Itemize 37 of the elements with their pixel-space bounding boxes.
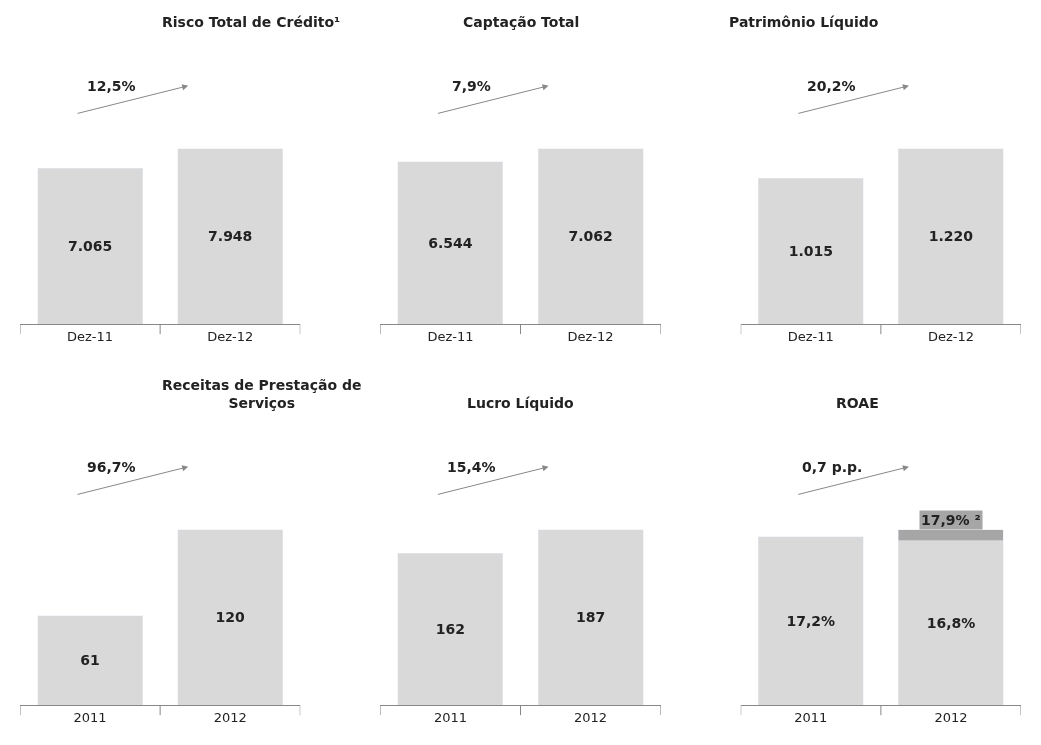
x-tick-label: Dez-11 <box>427 328 474 344</box>
chart-title: ROAE <box>836 395 879 411</box>
x-tick-label: 2011 <box>433 709 467 725</box>
x-tick-label: Dez-12 <box>207 328 254 344</box>
data-label: 162 <box>435 621 466 638</box>
data-label: 17,2% <box>786 612 836 629</box>
x-tick-label: Dez-12 <box>567 328 614 344</box>
x-tick-label: Dez-12 <box>927 328 974 344</box>
chart-title: Risco Total de Crédito¹ <box>162 14 341 30</box>
text: 15,4% <box>447 459 496 475</box>
x-tick-label: 2012 <box>934 709 968 725</box>
text: 7,9% <box>452 78 491 94</box>
data-label: 7.948 <box>208 228 253 245</box>
data-label: 6.544 <box>428 234 473 251</box>
data-label: 61 <box>80 652 100 669</box>
text: 96,7% <box>87 459 136 475</box>
x-tick-label: 2012 <box>574 709 608 725</box>
x-tick-label: 2011 <box>73 709 107 725</box>
data-label: 1.015 <box>788 243 833 260</box>
x-tick-label: 2012 <box>213 709 247 725</box>
chart-title: Lucro Líquido <box>467 395 575 411</box>
data-label: 1.220 <box>928 228 974 245</box>
x-tick-label: Dez-11 <box>787 328 834 344</box>
data-label: 187 <box>575 609 606 626</box>
x-tick-label: 2011 <box>794 709 828 725</box>
annotation: 17,9% ² <box>921 512 981 528</box>
data-label: 7.062 <box>568 228 613 245</box>
chart-title: Captação Total <box>463 14 580 30</box>
data-label: 7.065 <box>67 238 113 255</box>
chart-title: Patrimônio Líquido <box>729 14 879 30</box>
chart-title: Receitas de Prestação de Serviços <box>162 377 362 412</box>
text: 12,5% <box>87 78 136 94</box>
text: 20,2% <box>807 78 856 94</box>
data-label: 16,8% <box>926 614 976 631</box>
data-label: 120 <box>215 609 245 626</box>
text: 0,7 p.p. <box>802 459 863 475</box>
x-tick-label: Dez-11 <box>67 328 114 344</box>
